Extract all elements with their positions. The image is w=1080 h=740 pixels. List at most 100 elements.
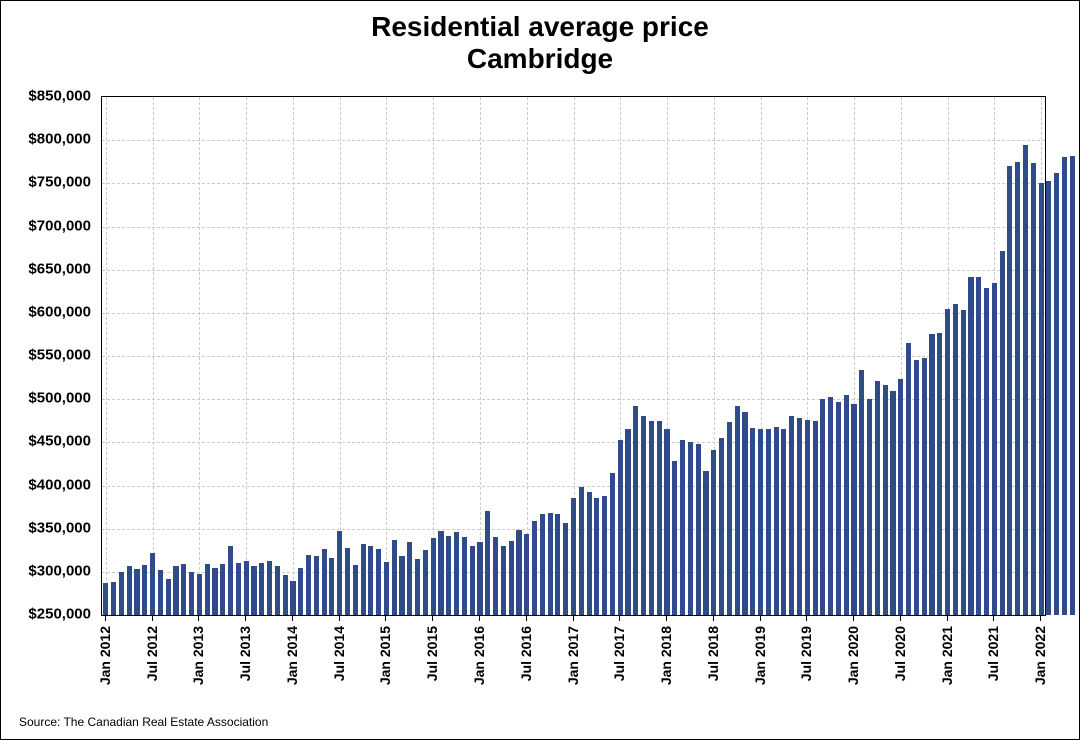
x-tick-label: Jan 2017 — [565, 626, 581, 685]
bar — [649, 421, 654, 615]
bar — [244, 561, 249, 615]
bar — [657, 421, 662, 615]
chart-title-2: Cambridge — [1, 43, 1079, 75]
bar — [407, 542, 412, 615]
bar — [423, 550, 428, 615]
bar — [929, 334, 934, 615]
bar — [1007, 166, 1012, 615]
bar — [540, 514, 545, 615]
x-tick-label: Jul 2020 — [892, 626, 908, 681]
bar — [119, 572, 124, 615]
x-tick-label: Jan 2016 — [471, 626, 487, 685]
bar — [641, 416, 646, 615]
bar — [602, 496, 607, 615]
bar — [688, 442, 693, 615]
bar — [127, 566, 132, 615]
bar — [329, 558, 334, 615]
chart-title-block: Residential average price Cambridge — [1, 1, 1079, 75]
bar — [890, 391, 895, 615]
bar — [353, 565, 358, 615]
bar — [984, 288, 989, 615]
bar — [797, 418, 802, 615]
x-tick-label: Jan 2014 — [284, 626, 300, 685]
plot-area — [101, 96, 1046, 616]
bar — [189, 572, 194, 615]
bar — [228, 546, 233, 615]
bar — [337, 531, 342, 615]
bar — [384, 562, 389, 615]
bar — [212, 568, 217, 615]
bar — [454, 532, 459, 615]
bar — [805, 420, 810, 615]
bar — [664, 429, 669, 615]
y-tick-label: $650,000 — [28, 260, 91, 277]
bar — [789, 416, 794, 615]
x-tick-label: Jul 2021 — [985, 626, 1001, 681]
bar — [867, 399, 872, 615]
bar — [976, 277, 981, 615]
bar — [509, 541, 514, 615]
bar — [579, 487, 584, 615]
bar — [477, 542, 482, 615]
bar — [953, 304, 958, 615]
bar — [103, 583, 108, 615]
x-tick-label: Jan 2022 — [1032, 626, 1048, 685]
bar — [727, 422, 732, 615]
bar — [1000, 251, 1005, 615]
gridline-v — [199, 97, 201, 615]
x-tick-label: Jul 2016 — [518, 626, 534, 681]
bar — [680, 440, 685, 615]
bar — [618, 440, 623, 615]
bar — [633, 406, 638, 615]
y-tick-label: $600,000 — [28, 303, 91, 320]
bar — [158, 570, 163, 615]
bar — [961, 310, 966, 615]
y-tick-label: $800,000 — [28, 131, 91, 148]
bar — [493, 537, 498, 615]
gridline-v — [480, 97, 482, 615]
x-tick-label: Jan 2015 — [377, 626, 393, 685]
chart-source-text: Source: The Canadian Real Estate Associa… — [19, 715, 268, 729]
bar — [774, 427, 779, 615]
bar — [283, 575, 288, 615]
bar — [322, 549, 327, 615]
bar — [431, 538, 436, 615]
bar — [111, 582, 116, 615]
bar — [1023, 145, 1028, 615]
gridline-v — [246, 97, 248, 615]
bar — [742, 412, 747, 615]
bar — [836, 402, 841, 615]
bar — [937, 333, 942, 615]
bar — [166, 579, 171, 615]
bar — [220, 564, 225, 615]
bar — [236, 563, 241, 615]
chart-frame: Residential average price Cambridge $250… — [0, 0, 1080, 740]
bar — [361, 544, 366, 615]
bar — [610, 473, 615, 615]
bar — [446, 536, 451, 615]
bar — [758, 429, 763, 615]
bar — [142, 565, 147, 615]
x-tick-label: Jul 2015 — [424, 626, 440, 681]
x-tick-label: Jul 2012 — [144, 626, 160, 681]
bar — [415, 559, 420, 615]
chart-title-1: Residential average price — [1, 11, 1079, 43]
y-tick-label: $500,000 — [28, 390, 91, 407]
bar — [306, 555, 311, 615]
bar — [197, 574, 202, 615]
bar — [844, 395, 849, 615]
bar — [992, 283, 997, 615]
bar — [914, 360, 919, 615]
bar — [563, 523, 568, 615]
bar — [898, 379, 903, 615]
bar — [1015, 162, 1020, 615]
bar — [470, 546, 475, 615]
bar — [376, 549, 381, 615]
bar — [696, 444, 701, 615]
bar — [1046, 181, 1051, 615]
bar — [859, 370, 864, 615]
bar — [399, 556, 404, 615]
gridline-v — [106, 97, 108, 615]
bar — [548, 513, 553, 615]
x-tick-label: Jan 2020 — [845, 626, 861, 685]
